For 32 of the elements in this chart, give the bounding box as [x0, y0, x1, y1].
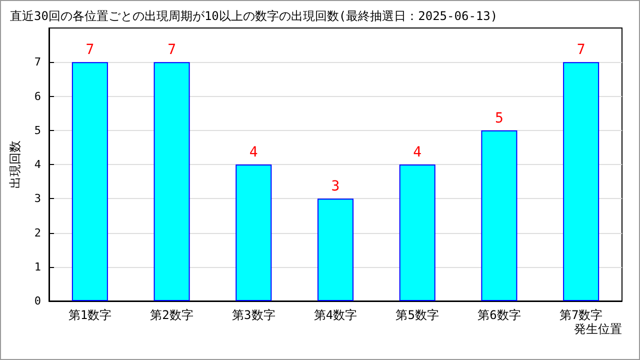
bar	[563, 62, 600, 301]
x-tick-label: 第4数字	[314, 308, 358, 322]
data-label: 7	[86, 42, 94, 58]
x-tick-label: 第7数字	[559, 308, 603, 322]
bar	[236, 164, 272, 301]
data-label: 4	[249, 144, 258, 160]
bar	[317, 198, 354, 301]
bar	[481, 130, 518, 301]
y-tick-label: 6	[34, 90, 41, 103]
x-axis-title: 発生位置	[574, 322, 622, 336]
x-tick-label: 第1数字	[68, 308, 112, 322]
y-tick-label: 7	[34, 56, 41, 69]
data-label: 3	[331, 178, 340, 195]
bar	[399, 164, 436, 301]
chart-title: 直近30回の各位置ごとの出現周期が10以上の数字の出現回数(最終抽選日：2025-06-13)	[10, 9, 498, 23]
y-tick-label: 1	[34, 260, 41, 274]
bar	[154, 62, 190, 301]
x-tick-label: 第6数字	[478, 308, 521, 322]
x-tick-label: 第2数字	[150, 308, 194, 322]
x-tick-label: 第3数字	[232, 308, 276, 322]
data-label: 7	[576, 42, 586, 58]
y-tick-label: 2	[34, 226, 41, 240]
y-axis-title: 出現回数	[8, 140, 22, 188]
x-tick-label: 第5数字	[396, 308, 439, 322]
data-label: 5	[494, 110, 504, 126]
y-tick-label: 5	[34, 124, 41, 137]
y-tick-label: 3	[34, 192, 41, 206]
y-tick-label: 4	[34, 158, 42, 171]
data-label: 7	[168, 42, 176, 58]
data-label: 4	[413, 144, 422, 160]
y-tick-label: 0	[34, 294, 41, 308]
bar	[72, 62, 108, 301]
